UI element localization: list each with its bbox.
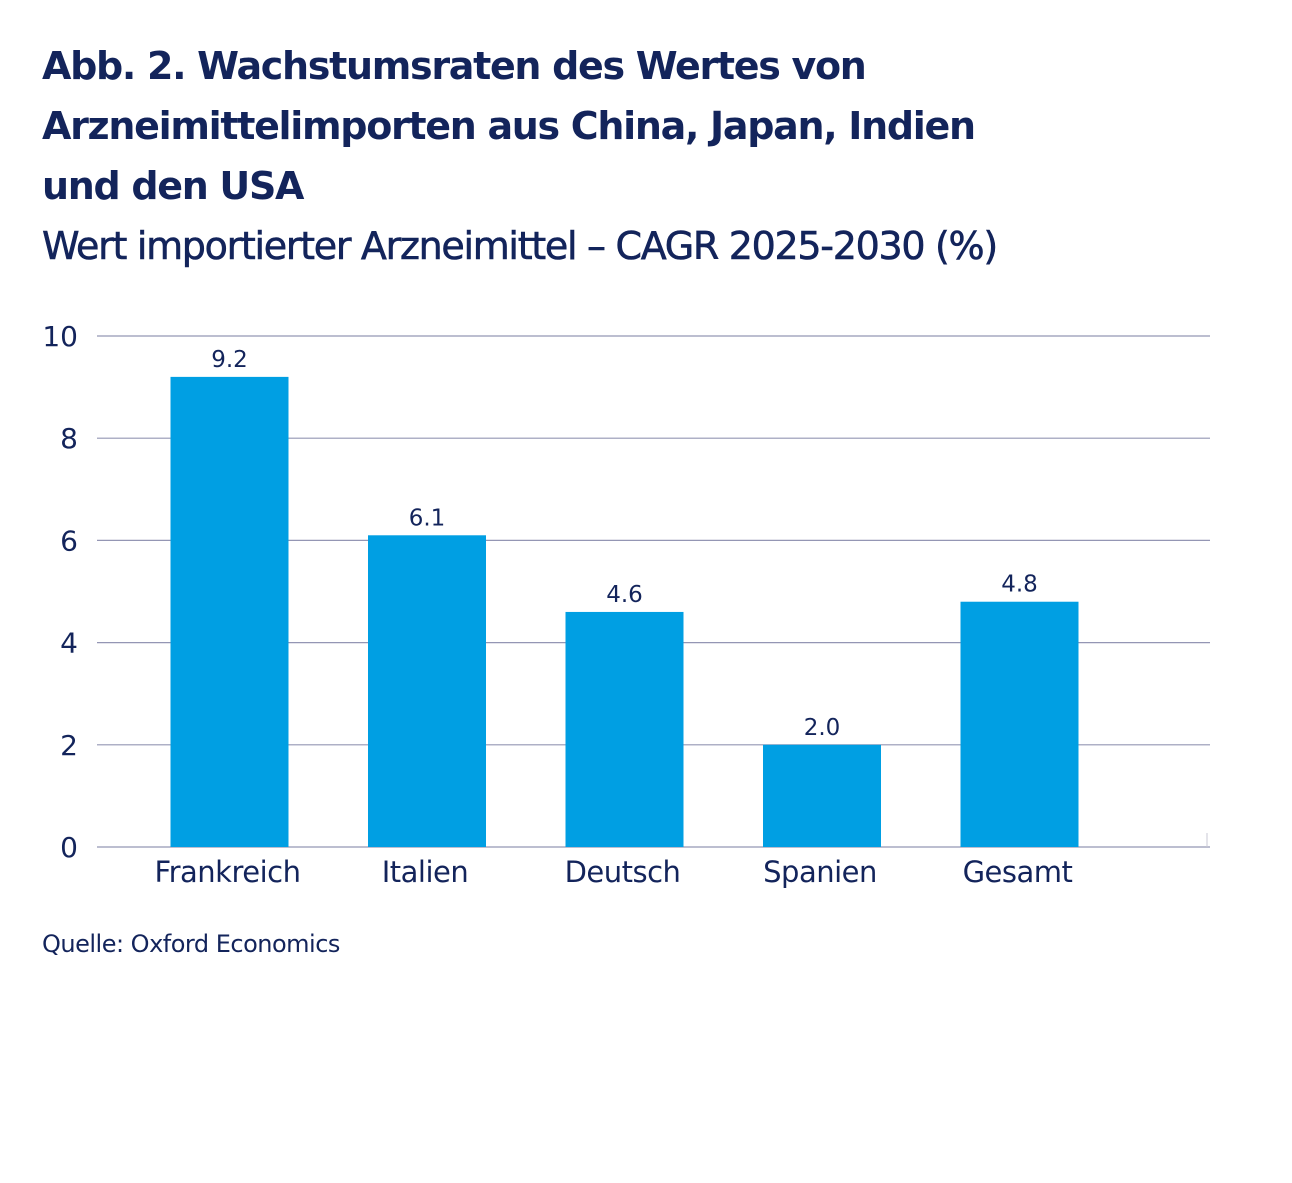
data-label: 4.8 xyxy=(1001,572,1038,598)
x-tick-label: Frankreich xyxy=(155,855,301,889)
y-tick-label: 2 xyxy=(60,729,78,762)
x-axis-ticks: Frankreich Italien Deutsch Spanien Gesamt xyxy=(155,855,1074,889)
chart-title-line: Abb. 2. Wachstumsraten des Wertes von xyxy=(42,44,867,88)
x-tick-label: Deutsch xyxy=(565,855,681,889)
x-tick-label: Spanien xyxy=(763,855,877,889)
bars xyxy=(170,376,1079,847)
bar xyxy=(763,744,881,847)
y-tick-label: 6 xyxy=(60,524,78,557)
chart-title-line: Arzneimittelimporten aus China, Japan, I… xyxy=(42,104,976,148)
y-tick-label: 8 xyxy=(60,422,78,455)
x-tick-label: Gesamt xyxy=(963,855,1073,889)
data-label: 2.0 xyxy=(804,715,841,741)
y-axis-ticks: 0 2 4 6 8 10 xyxy=(42,320,78,864)
data-label: 6.1 xyxy=(409,505,446,531)
data-label: 4.6 xyxy=(606,582,643,608)
chart-subtitle: Wert importierter Arzneimittel – CAGR 20… xyxy=(42,224,999,269)
bar xyxy=(960,601,1079,847)
chart-title-line: und den USA xyxy=(42,164,304,208)
x-tick-label: Italien xyxy=(382,855,469,889)
chart-title: Abb. 2. Wachstumsraten des Wertes von Ar… xyxy=(42,36,999,276)
y-tick-label: 10 xyxy=(42,320,78,353)
y-tick-label: 4 xyxy=(60,627,78,660)
bar xyxy=(368,535,486,847)
y-tick-label: 0 xyxy=(60,831,78,864)
bar-chart: 0 2 4 6 8 10 9.2 6.1 4.6 2.0 4.8 Frankreich Italie… xyxy=(42,320,1210,889)
bar xyxy=(565,611,684,847)
source-note: Quelle: Oxford Economics xyxy=(42,930,340,958)
data-labels: 9.2 6.1 4.6 2.0 4.8 xyxy=(211,347,1038,741)
data-label: 9.2 xyxy=(211,347,248,373)
bar xyxy=(170,376,289,847)
